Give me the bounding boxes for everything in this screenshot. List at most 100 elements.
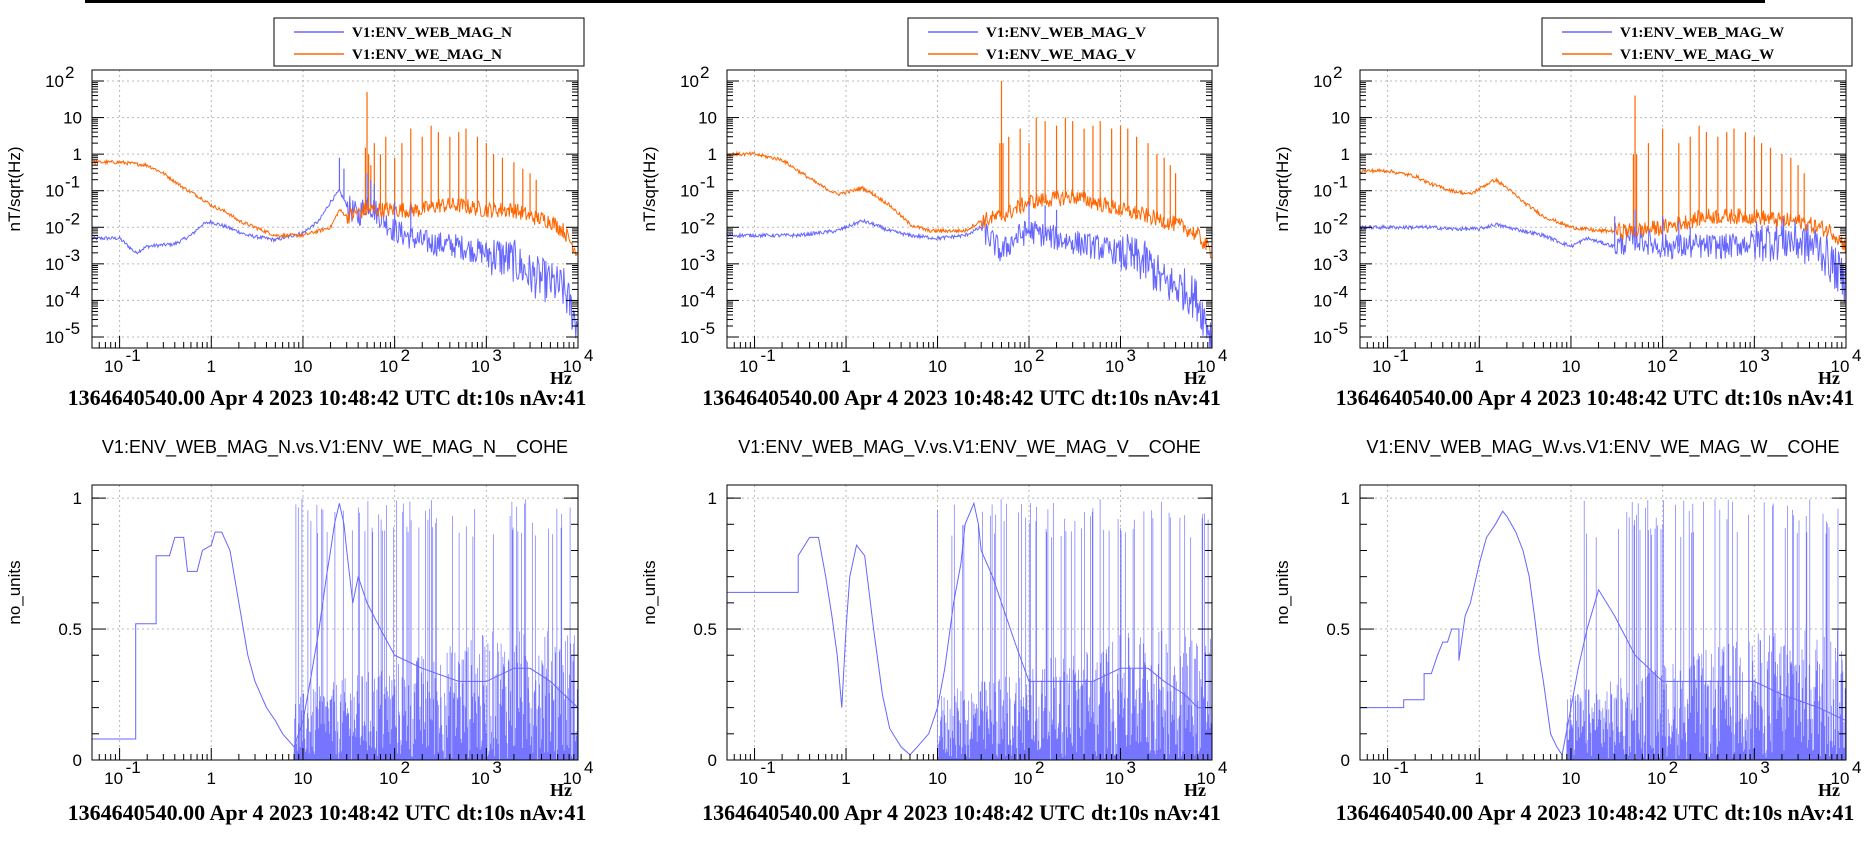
plot-area: [92, 92, 578, 339]
x-tick-label-exponent: 3: [492, 758, 501, 777]
x-tick-label-exponent: 3: [1760, 758, 1769, 777]
y-axis-label: no_units: [5, 560, 24, 624]
x-tick-label: 10: [471, 769, 490, 788]
y-tick-label: 0: [1341, 751, 1350, 770]
y-tick-label-exponent: 2: [700, 63, 709, 82]
y-tick-label-exponent: -2: [700, 209, 715, 228]
y-tick-label: 1: [73, 145, 82, 164]
y-axis-label: nT/sqrt(Hz): [1273, 147, 1292, 232]
x-axis-unit-label: Hz: [550, 368, 572, 388]
x-axis-unit-label: Hz: [1184, 368, 1206, 388]
coherence-line: [1360, 510, 1846, 757]
y-tick-label: 1: [708, 145, 717, 164]
coherence-title: V1:ENV_WEB_MAG_V.vs.V1:ENV_WE_MAG_V__COH…: [738, 437, 1201, 458]
coherence-noise: [293, 498, 578, 760]
series-line-web: [727, 218, 1212, 348]
y-tick-label: 10: [63, 109, 82, 128]
x-tick-label: 1: [841, 769, 850, 788]
x-tick-label: 1: [207, 357, 216, 376]
x-tick-label-exponent: 4: [584, 758, 593, 777]
legend-entry: V1:ENV_WEB_MAG_V: [986, 25, 1146, 41]
y-tick-label-exponent: -2: [65, 209, 80, 228]
x-axis-unit-label: Hz: [1818, 368, 1840, 388]
x-tick-label: 10: [1561, 357, 1580, 376]
y-tick-label-exponent: -5: [1333, 319, 1348, 338]
x-tick-label-exponent: 3: [492, 346, 501, 365]
x-tick-label: 10: [1197, 769, 1216, 788]
x-tick-label: 10: [1372, 357, 1391, 376]
y-tick-label-exponent: -1: [65, 173, 80, 192]
y-tick-label-exponent: -3: [700, 246, 715, 265]
plot-area: [92, 498, 578, 760]
legend-entry: V1:ENV_WEB_MAG_W: [1620, 25, 1784, 41]
plot-area: [727, 499, 1212, 760]
y-tick-label-exponent: -4: [65, 282, 80, 301]
x-tick-label: 10: [1105, 769, 1124, 788]
x-tick-label: 10: [1647, 769, 1666, 788]
x-tick-label: 10: [1197, 357, 1216, 376]
x-tick-label-exponent: 4: [1852, 758, 1861, 777]
y-tick-label: 10: [1313, 218, 1332, 237]
x-axis-unit-label: Hz: [1184, 780, 1206, 800]
x-tick-label: 10: [104, 769, 123, 788]
x-tick-label-exponent: -1: [126, 346, 141, 365]
y-tick-label: 10: [45, 72, 64, 91]
y-tick-label: 10: [680, 72, 699, 91]
x-tick-label: 10: [928, 357, 947, 376]
y-tick-label: 10: [45, 218, 64, 237]
x-tick-label: 10: [379, 769, 398, 788]
plot-area: [1360, 95, 1846, 303]
y-tick-label-exponent: -3: [65, 246, 80, 265]
y-tick-label: 0.5: [1326, 620, 1350, 639]
coherence-title: V1:ENV_WEB_MAG_W.vs.V1:ENV_WE_MAG_W__COH…: [1366, 437, 1839, 458]
x-tick-label: 10: [1372, 769, 1391, 788]
x-tick-label-exponent: -1: [1394, 758, 1409, 777]
y-axis-label: nT/sqrt(Hz): [5, 147, 24, 232]
plot-frame: [91, 484, 579, 761]
x-tick-label: 10: [1014, 769, 1033, 788]
y-tick-label: 10: [680, 182, 699, 201]
x-tick-label: 10: [1739, 769, 1758, 788]
series-line-we: [727, 150, 1212, 259]
x-tick-label: 10: [379, 357, 398, 376]
plot-area: [727, 81, 1212, 348]
coherence-noise: [937, 499, 1212, 760]
y-axis-label: no_units: [1273, 560, 1292, 624]
y-tick-label: 10: [45, 291, 64, 310]
x-tick-label-exponent: 4: [584, 346, 593, 365]
plot-frame: [1359, 484, 1847, 761]
x-tick-label: 10: [293, 357, 312, 376]
y-tick-label: 10: [698, 109, 717, 128]
y-tick-label: 10: [1313, 291, 1332, 310]
coherence-chart-2: V1:ENV_WEB_MAG_V.vs.V1:ENV_WE_MAG_V__COH…: [640, 437, 1227, 825]
y-tick-label: 10: [1313, 72, 1332, 91]
x-tick-label: 10: [1647, 357, 1666, 376]
y-tick-label: 0.5: [58, 620, 82, 639]
top-border-line: [85, 0, 1765, 3]
y-tick-label: 10: [45, 255, 64, 274]
x-tick-label: 10: [1831, 769, 1850, 788]
x-tick-label-exponent: -1: [1394, 346, 1409, 365]
timestamp-footer: 1364640540.00 Apr 4 2023 10:48:42 UTC dt…: [1336, 800, 1855, 825]
plot-frame: [726, 484, 1213, 761]
coherence-title: V1:ENV_WEB_MAG_N.vs.V1:ENV_WE_MAG_N__COH…: [102, 437, 568, 458]
legend-entry: V1:ENV_WE_MAG_N: [352, 47, 502, 63]
x-tick-label: 10: [293, 769, 312, 788]
x-tick-label: 1: [207, 769, 216, 788]
y-axis-label: no_units: [640, 560, 659, 624]
y-tick-label: 10: [1313, 255, 1332, 274]
x-tick-label: 1: [841, 357, 850, 376]
y-tick-label-exponent: 2: [65, 63, 74, 82]
x-axis-unit-label: Hz: [1818, 780, 1840, 800]
legend-entry: V1:ENV_WEB_MAG_N: [352, 25, 512, 41]
plot-frame: [1359, 69, 1847, 349]
y-tick-label: 1: [1341, 145, 1350, 164]
x-tick-label-exponent: 4: [1218, 758, 1227, 777]
legend-box: [907, 17, 1219, 67]
legend-box: [273, 17, 585, 67]
y-tick-label: 10: [45, 182, 64, 201]
plot-frame: [726, 69, 1213, 349]
y-tick-label: 0.5: [693, 620, 717, 639]
